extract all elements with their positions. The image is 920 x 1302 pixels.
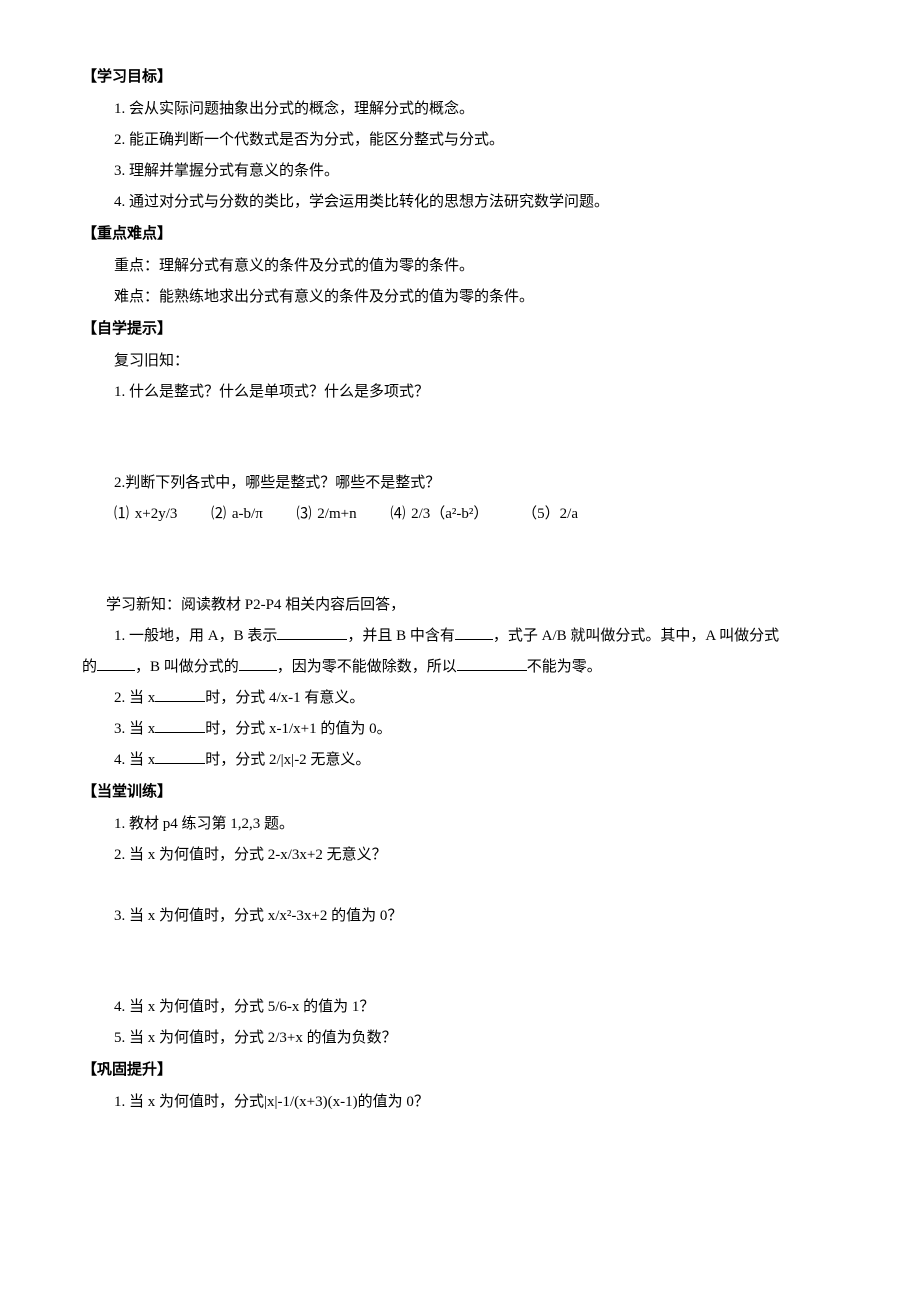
heading-practice: 【当堂训练】 [82,777,838,807]
blank-field [457,656,527,671]
objective-item: 4. 通过对分式与分数的类比，学会运用类比转化的思想方法研究数学问题。 [82,187,838,217]
expr-item: ⑴ x+2y/3 [114,499,177,529]
review-label: 复习旧知： [82,346,838,376]
practice-item: 5. 当 x 为何值时，分式 2/3+x 的值为负数？ [82,1023,838,1053]
review-q1: 1. 什么是整式？什么是单项式？什么是多项式？ [82,377,838,407]
newknowledge-q2: 2. 当 x 时，分式 4/x-1 有意义。 [82,683,838,713]
blank-field [155,749,205,764]
expr-item: ⑵ a-b/π [211,499,263,529]
blank-field [239,656,277,671]
newknowledge-q1: 1. 一般地，用 A，B 表示 ，并且 B 中含有 ，式子 A/B 就叫做分式。其中… [82,621,838,651]
practice-item: 1. 教材 p4 练习第 1,2,3 题。 [82,809,838,839]
nk4-text: 时，分式 2/|x|-2 无意义。 [205,752,370,768]
nk1-text: 不能为零。 [527,659,602,675]
nk1-text: ，式子 A/B 就叫做分式。其中，A 叫做分式 [493,628,779,644]
expr-item: ⑷ 2/3（a²-b²） [390,499,488,529]
newknowledge-q4: 4. 当 x 时，分式 2/|x|-2 无意义。 [82,745,838,775]
review-q2: 2.判断下列各式中，哪些是整式？哪些不是整式？ [82,468,838,498]
heading-objectives: 【学习目标】 [82,62,838,92]
keypoint-focus: 重点：理解分式有意义的条件及分式的值为零的条件。 [82,251,838,281]
nk1-text: ，因为零不能做除数，所以 [277,659,457,675]
heading-keypoints: 【重点难点】 [82,219,838,249]
blank-field [97,656,135,671]
newknowledge-label: 学习新知：阅读教材 P2-P4 相关内容后回答， [82,590,838,620]
blank-field [277,625,347,640]
nk1-text: 的 [82,659,97,675]
expr-item: （5）2/a [522,499,578,529]
heading-consolidate: 【巩固提升】 [82,1055,838,1085]
objective-item: 2. 能正确判断一个代数式是否为分式，能区分整式与分式。 [82,125,838,155]
nk2-text: 时，分式 4/x-1 有意义。 [205,690,364,706]
practice-item: 2. 当 x 为何值时，分式 2-x/3x+2 无意义？ [82,840,838,870]
nk2-text: 2. 当 x [114,690,155,706]
expression-list: ⑴ x+2y/3 ⑵ a-b/π ⑶ 2/m+n ⑷ 2/3（a²-b²） （5… [82,499,838,529]
nk1-text: ，B 叫做分式的 [135,659,239,675]
nk1-text: ，并且 B 中含有 [347,628,455,644]
nk4-text: 4. 当 x [114,752,155,768]
blank-field [155,687,205,702]
newknowledge-q1-cont: 的 ，B 叫做分式的 ，因为零不能做除数，所以 不能为零。 [82,652,838,682]
keypoint-difficult: 难点：能熟练地求出分式有意义的条件及分式的值为零的条件。 [82,282,838,312]
consolidate-item: 1. 当 x 为何值时，分式|x|-1/(x+3)(x-1)的值为 0？ [82,1087,838,1117]
expr-item: ⑶ 2/m+n [297,499,357,529]
heading-selfstudy: 【自学提示】 [82,314,838,344]
blank-field [155,718,205,733]
nk3-text: 时，分式 x-1/x+1 的值为 0。 [205,721,391,737]
objective-item: 1. 会从实际问题抽象出分式的概念，理解分式的概念。 [82,94,838,124]
practice-item: 4. 当 x 为何值时，分式 5/6-x 的值为 1？ [82,992,838,1022]
nk3-text: 3. 当 x [114,721,155,737]
nk1-text: 1. 一般地，用 A，B 表示 [114,628,277,644]
objective-item: 3. 理解并掌握分式有意义的条件。 [82,156,838,186]
blank-field [455,625,493,640]
newknowledge-q3: 3. 当 x 时，分式 x-1/x+1 的值为 0。 [82,714,838,744]
practice-item: 3. 当 x 为何值时，分式 x/x²-3x+2 的值为 0？ [82,901,838,931]
